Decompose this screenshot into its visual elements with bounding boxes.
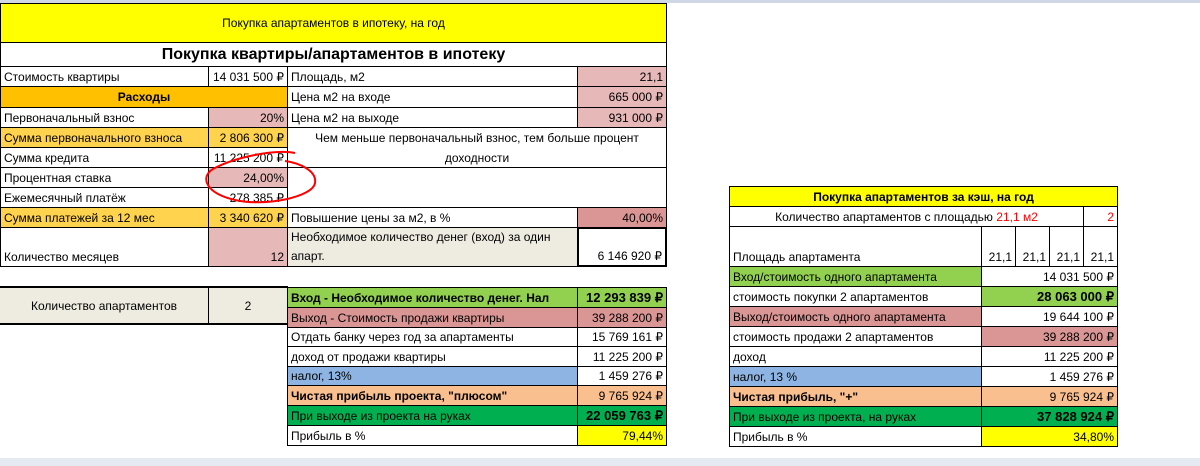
result-label[interactable]: доход от продажи квартиры: [287, 346, 578, 367]
payments-label[interactable]: Сумма платежей за 12 мес: [0, 207, 209, 228]
cash-row-label[interactable]: Вход/стоимость одного апартамента: [729, 266, 982, 287]
down-pct-value[interactable]: 20%: [208, 107, 288, 128]
mortgage-subtitle[interactable]: Покупка квартиры/апартаментов в ипотеку: [0, 42, 667, 67]
growth-label[interactable]: Повышение цены за м2, в %: [287, 207, 578, 228]
gridlines: [0, 458, 1200, 466]
cash-row-label[interactable]: доход: [729, 346, 982, 367]
empty-cell[interactable]: [287, 167, 667, 208]
cash-row-label[interactable]: Чистая прибыль, "+": [729, 386, 982, 407]
cash-row-label[interactable]: При выходе из проекта, на руках: [729, 406, 982, 427]
result-value[interactable]: 15 769 161 ₽: [577, 327, 667, 347]
result-value[interactable]: 12 293 839 ₽: [577, 287, 667, 308]
result-value[interactable]: 79,44%: [577, 425, 667, 446]
area-label[interactable]: Площадь, м2: [287, 66, 578, 87]
cash-row-label[interactable]: стоимость покупки 2 апартаментов: [729, 286, 982, 307]
cash-area-value[interactable]: 21,1: [1083, 226, 1118, 267]
rate-label[interactable]: Процентная ставка: [0, 167, 209, 188]
cash-row-value[interactable]: 9 765 924 ₽: [981, 386, 1118, 407]
note[interactable]: Чем меньше первоначальный взнос, тем бол…: [287, 127, 667, 168]
result-value[interactable]: 1 459 276 ₽: [577, 366, 667, 386]
cash-row-value[interactable]: 39 288 200 ₽: [981, 326, 1118, 347]
cash-row-value[interactable]: 34,80%: [981, 426, 1118, 447]
cash-row-value[interactable]: 11 225 200 ₽: [981, 346, 1118, 367]
cash-area-value[interactable]: 21,1: [981, 226, 1016, 267]
result-label[interactable]: Прибыль в %: [287, 425, 578, 446]
months-label[interactable]: Количество месяцев: [0, 227, 209, 267]
cash-row-value[interactable]: 19 644 100 ₽: [981, 306, 1118, 327]
entry-price-label[interactable]: Цена м2 на входе: [287, 86, 578, 108]
cash-count-value[interactable]: 2: [1083, 206, 1118, 227]
result-label[interactable]: При выходе из проекта на руках: [287, 405, 578, 426]
result-value[interactable]: 22 059 763 ₽: [577, 405, 667, 426]
down-sum-label[interactable]: Сумма первоначального взноса: [0, 127, 209, 148]
cash-title[interactable]: Покупка апартаментов за кэш, на год: [729, 186, 1118, 207]
result-label[interactable]: налог, 13%: [287, 366, 578, 386]
cash-area-value[interactable]: 21,1: [1049, 226, 1084, 267]
exit-price-label[interactable]: Цена м2 на выходе: [287, 107, 578, 128]
cash-area-value[interactable]: 21,1: [1015, 226, 1050, 267]
price-value[interactable]: 14 031 500 ₽: [208, 66, 288, 87]
cash-row-value[interactable]: 28 063 000 ₽: [981, 286, 1118, 307]
price-label[interactable]: Стоимость квартиры: [0, 66, 209, 87]
count-area: 21,1 м2: [996, 209, 1038, 224]
cash-row-label[interactable]: Прибыль в %: [729, 426, 982, 447]
monthly-label[interactable]: Ежемесячный платёж: [0, 187, 209, 208]
result-label[interactable]: Выход - Стоимость продажи квартиры: [287, 307, 578, 328]
area-value[interactable]: 21,1: [577, 66, 667, 87]
expenses-header[interactable]: Расходы: [0, 86, 288, 108]
need-value[interactable]: 6 146 920 ₽: [577, 227, 667, 267]
gridlines: [0, 0, 1200, 3]
cash-row-label[interactable]: стоимость продажи 2 апартаментов: [729, 326, 982, 347]
cash-count-label[interactable]: Количество апартаментов с площадью 21,1 …: [729, 206, 1084, 227]
cash-row-value[interactable]: 1 459 276 ₽: [981, 366, 1118, 387]
down-sum-value[interactable]: 2 806 300 ₽: [208, 127, 288, 148]
loan-label[interactable]: Сумма кредита: [0, 147, 209, 168]
growth-value[interactable]: 40,00%: [577, 207, 667, 228]
payments-value[interactable]: 3 340 620 ₽: [208, 207, 288, 228]
count-value[interactable]: 2: [208, 286, 288, 325]
cash-row-label[interactable]: налог, 13 %: [729, 366, 982, 387]
result-label[interactable]: Отдать банку через год за апартаменты: [287, 327, 578, 347]
exit-price-value[interactable]: 931 000 ₽: [577, 107, 667, 128]
cash-row-value[interactable]: 14 031 500 ₽: [981, 266, 1118, 287]
cash-area-label[interactable]: Площадь апартамента: [729, 226, 982, 267]
red-circle-annotation: [205, 150, 317, 204]
down-pct-label[interactable]: Первоначальный взнос: [0, 107, 209, 128]
count-label[interactable]: Количество апартаментов: [0, 286, 209, 325]
result-label[interactable]: Вход - Необходимое количество денег. Нал: [287, 287, 578, 308]
entry-price-value[interactable]: 665 000 ₽: [577, 86, 667, 108]
count-label-text: Количество апартаментов с площадью: [775, 209, 993, 224]
need-label[interactable]: Необходимое количество денег (вход) за о…: [287, 227, 578, 267]
cash-row-value[interactable]: 37 828 924 ₽: [981, 406, 1118, 427]
result-value[interactable]: 39 288 200 ₽: [577, 307, 667, 328]
result-value[interactable]: 9 765 924 ₽: [577, 385, 667, 406]
result-value[interactable]: 11 225 200 ₽: [577, 346, 667, 367]
cash-row-label[interactable]: Выход/стоимость одного апартамента: [729, 306, 982, 327]
result-label[interactable]: Чистая прибыль проекта, "плюсом": [287, 385, 578, 406]
mortgage-title[interactable]: Покупка апартаментов в ипотеку, на год: [0, 3, 667, 43]
months-value[interactable]: 12: [208, 227, 288, 267]
